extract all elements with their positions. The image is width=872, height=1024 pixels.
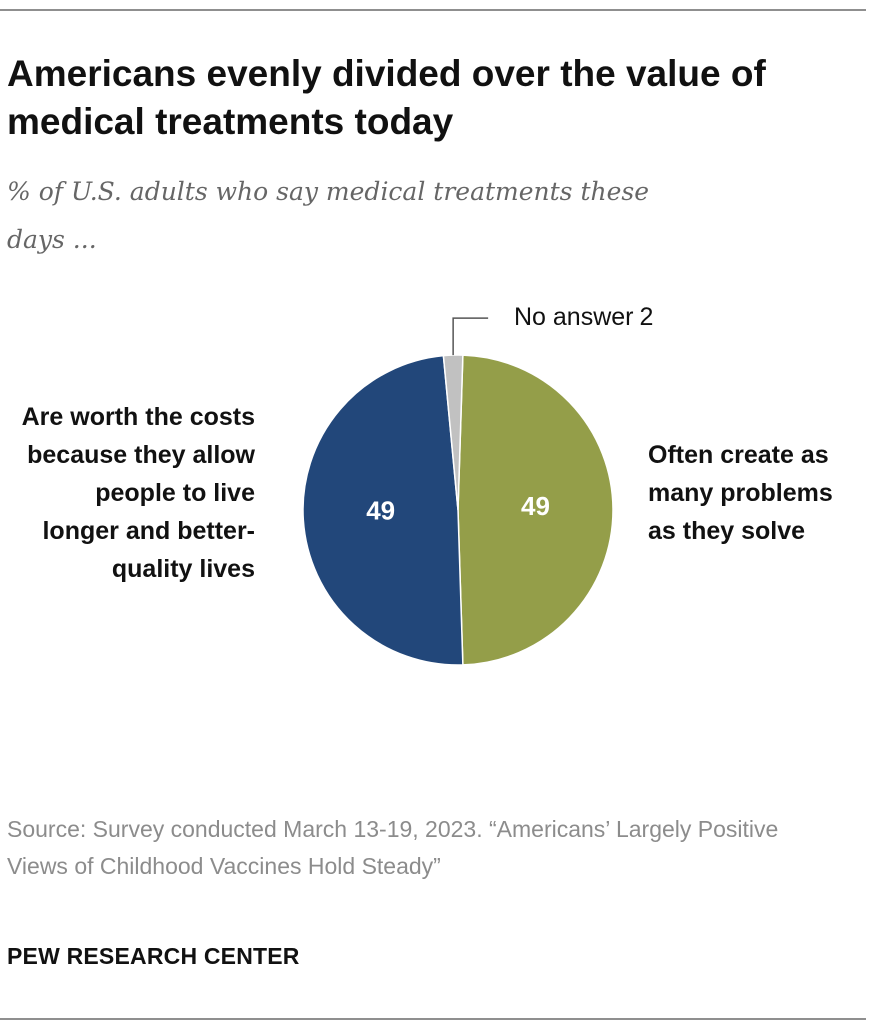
slice-label-create-problems: Often create as many problems as they so… [648, 441, 833, 545]
value-label-create-problems: 49 [521, 491, 550, 521]
pie-slices [302, 354, 614, 666]
pie-value-labels: 49 49 [366, 491, 550, 526]
top-rule [0, 9, 866, 11]
value-label-worth-costs: 49 [366, 496, 395, 526]
source-note: Source: Survey conducted March 13-19, 20… [7, 816, 779, 879]
bottom-rule [0, 1018, 866, 1020]
pie-slice-worth-costs [302, 354, 464, 666]
chart-subtitle: % of U.S. adults who say medical treatme… [7, 177, 650, 254]
no-answer-leader-line [452, 317, 489, 356]
no-answer-value: 2 [639, 303, 654, 331]
slice-label-no-answer: No answer 2 [514, 299, 653, 335]
no-answer-text: No answer [514, 303, 634, 331]
chart-title: Americans evenly divided over the value … [7, 53, 766, 142]
org-name: PEW RESEARCH CENTER [7, 943, 300, 969]
slice-label-worth-costs: Are worth the costs because they allow p… [21, 403, 255, 583]
pie-slice-create-problems [457, 354, 614, 666]
